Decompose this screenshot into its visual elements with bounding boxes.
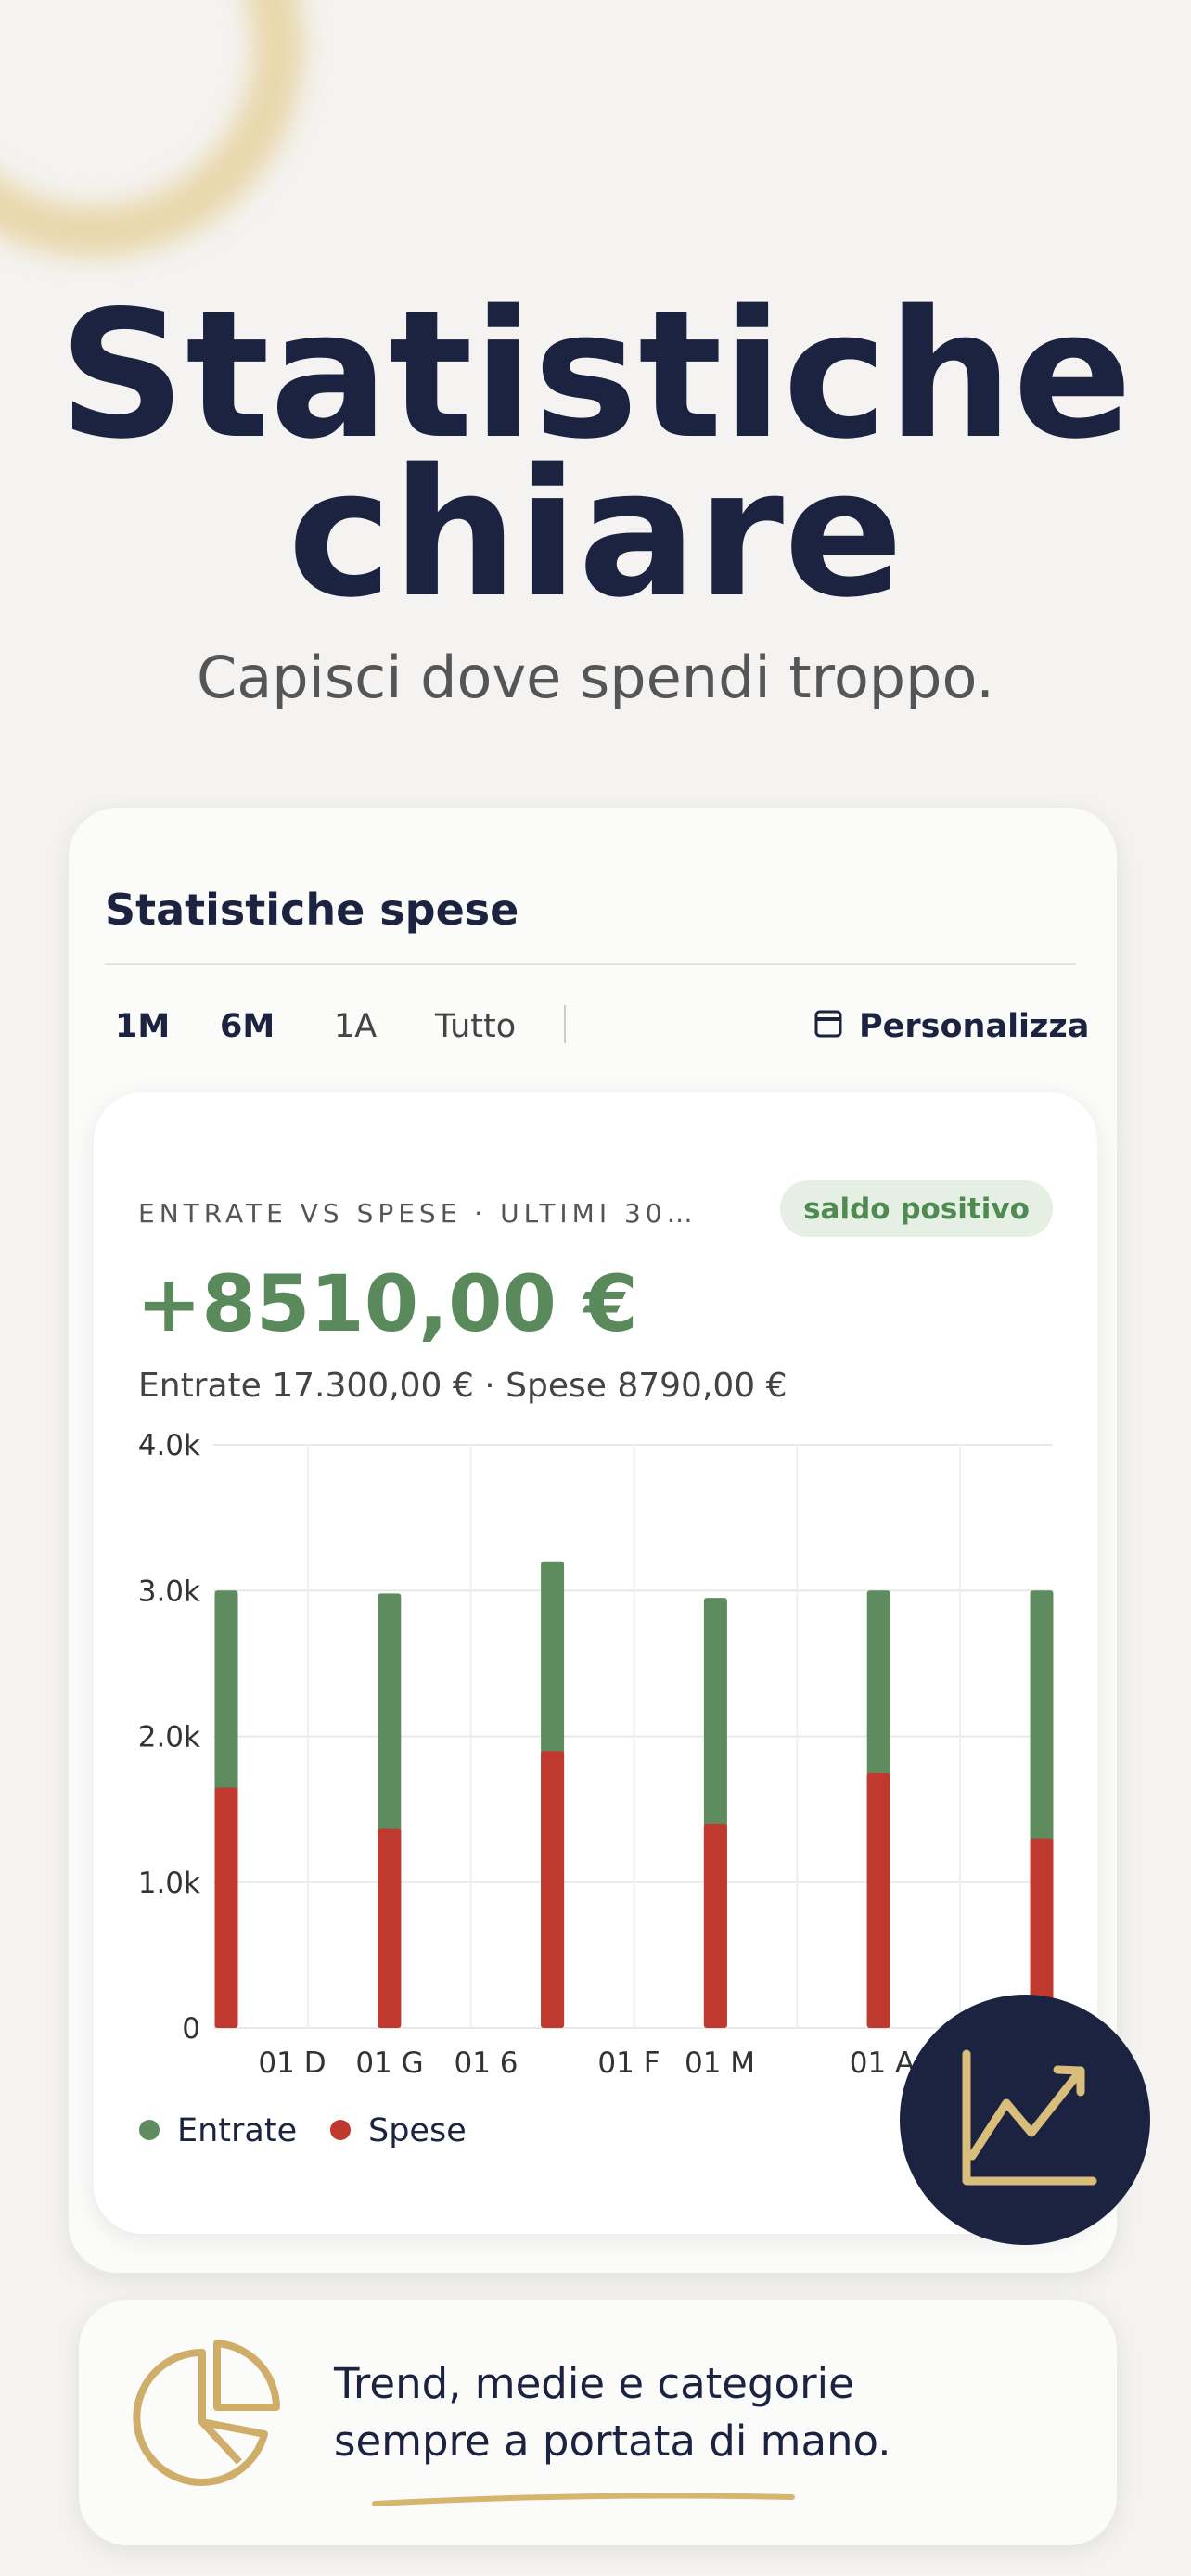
badge-text: saldo positivo [803, 1192, 1030, 1226]
pie-icon [133, 2340, 280, 2486]
legend-swatch [330, 2120, 351, 2140]
fab-icon [962, 2049, 1097, 2186]
decor-ring [0, 0, 304, 258]
calendar-icon [814, 1010, 842, 1038]
bar [1030, 1838, 1054, 2028]
summary: Entrate 17.300,00 € · Spese 8790,00 € [138, 1367, 788, 1405]
tab-active[interactable]: 6M [220, 1008, 275, 1045]
y-tick-label: 4.0k [138, 1429, 200, 1462]
hero-title: chiare [288, 431, 903, 636]
chart-title: ENTRATE VS SPESE · ULTIMI 30… [138, 1198, 698, 1229]
x-tick-label: 01 G [355, 2047, 423, 2080]
bar [214, 1787, 238, 2028]
underline [372, 2493, 795, 2506]
bar [541, 1751, 565, 2028]
legend-label: Spese [368, 2112, 467, 2149]
y-tick-label: 2.0k [138, 1721, 200, 1754]
info-text: sempre a portata di mano. [334, 2417, 891, 2466]
tab[interactable]: Tutto [434, 1008, 516, 1045]
x-tick-label: 01 M [685, 2047, 755, 2080]
info-text: Trend, medie e categorie [333, 2359, 854, 2408]
x-tick-label: 01 A [850, 2047, 916, 2080]
plot: 0 1.0k 2.0k 3.0k 4.0k 01 D 01 G 01 6 01 F 01 M 01 … [138, 1429, 1054, 2149]
x-tick-label: 01 6 [454, 2047, 518, 2080]
y-tick-label: 1.0k [138, 1867, 200, 1900]
badge [780, 1180, 1053, 1237]
bar [866, 1772, 890, 2028]
custom-range[interactable]: Personalizza [859, 1008, 1089, 1045]
hero-title: Statistiche [58, 273, 1133, 478]
tab[interactable]: 1A [334, 1008, 377, 1045]
legend-label: Entrate [177, 2112, 297, 2149]
legend-swatch [139, 2120, 160, 2140]
card-title: Statistiche spese [105, 885, 519, 935]
tab[interactable]: 1M [115, 1008, 170, 1045]
y-tick-label: 0 [182, 2012, 200, 2046]
info-card [79, 2300, 1117, 2545]
x-tick-label: 01 D [258, 2047, 326, 2080]
chart-card [94, 1092, 1097, 2234]
balance: +8510,00 € [136, 1258, 638, 1349]
bar [703, 1823, 727, 2028]
hero-subtitle: Capisci dove spendi troppo. [197, 644, 994, 711]
bar [378, 1828, 402, 2028]
x-tick-label: 01 F [597, 2047, 660, 2080]
y-tick-label: 3.0k [138, 1575, 200, 1608]
